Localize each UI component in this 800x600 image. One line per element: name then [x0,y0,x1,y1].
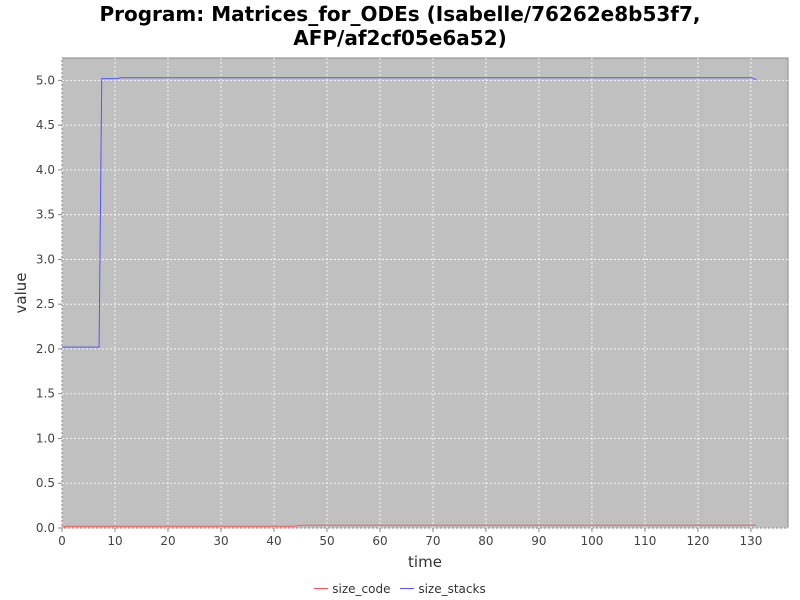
legend-swatch-size-stacks [400,588,415,589]
y-tick-label: 1.5 [36,387,55,401]
y-axis-label: value [12,273,30,314]
plot-area [61,57,789,529]
y-tick-label: 0.5 [36,476,55,490]
x-tick-label: 130 [739,534,762,548]
legend-label-size-stacks: size_stacks [418,581,486,596]
x-axis-label: time [408,553,442,571]
x-tick-label: 120 [686,534,709,548]
chart-title: Program: Matrices_for_ODEs (Isabelle/762… [0,2,800,50]
y-tick-label: 4.0 [36,163,55,177]
series-line-size-code [61,524,757,528]
x-tick-label: 30 [213,534,228,548]
gridlines [61,58,788,529]
y-tick-label: 2.0 [36,342,55,356]
legend: size_code size_stacks [0,578,800,596]
y-tick-label: 2.5 [36,297,55,311]
legend-swatch-size-code [314,588,329,589]
legend-item-size-code: size_code [314,581,391,596]
chart-title-line-2: AFP/af2cf05e6a52) [293,26,507,50]
x-tick-label: 0 [58,534,66,548]
x-tick-label: 50 [319,534,334,548]
series-line-size-stacks [62,77,757,348]
axes: 0.0 0.5 1.0 1.5 2.0 2.5 3.0 3.5 4.0 4.5 5.0 0 10 20 30… [36,73,762,548]
x-tick-label: 90 [531,534,546,548]
x-tick-label: 100 [580,534,603,548]
x-tick-label: 110 [633,534,656,548]
y-tick-label: 3.5 [36,208,55,222]
x-tick-label: 70 [425,534,440,548]
x-tick-label: 40 [266,534,281,548]
y-tick-label: 4.5 [36,118,55,132]
chart-title-line-1: Program: Matrices_for_ODEs (Isabelle/762… [99,2,701,26]
y-tick-label: 3.0 [36,252,55,266]
x-tick-label: 10 [107,534,122,548]
legend-label-size-code: size_code [332,581,391,596]
legend-item-size-stacks: size_stacks [400,581,486,596]
x-tick-label: 60 [372,534,387,548]
y-tick-label: 1.0 [36,431,55,445]
x-tick-label: 80 [478,534,493,548]
y-tick-label: 5.0 [36,73,55,87]
x-tick-label: 20 [160,534,175,548]
series-layer [61,77,757,528]
y-tick-label: 0.0 [36,521,55,535]
